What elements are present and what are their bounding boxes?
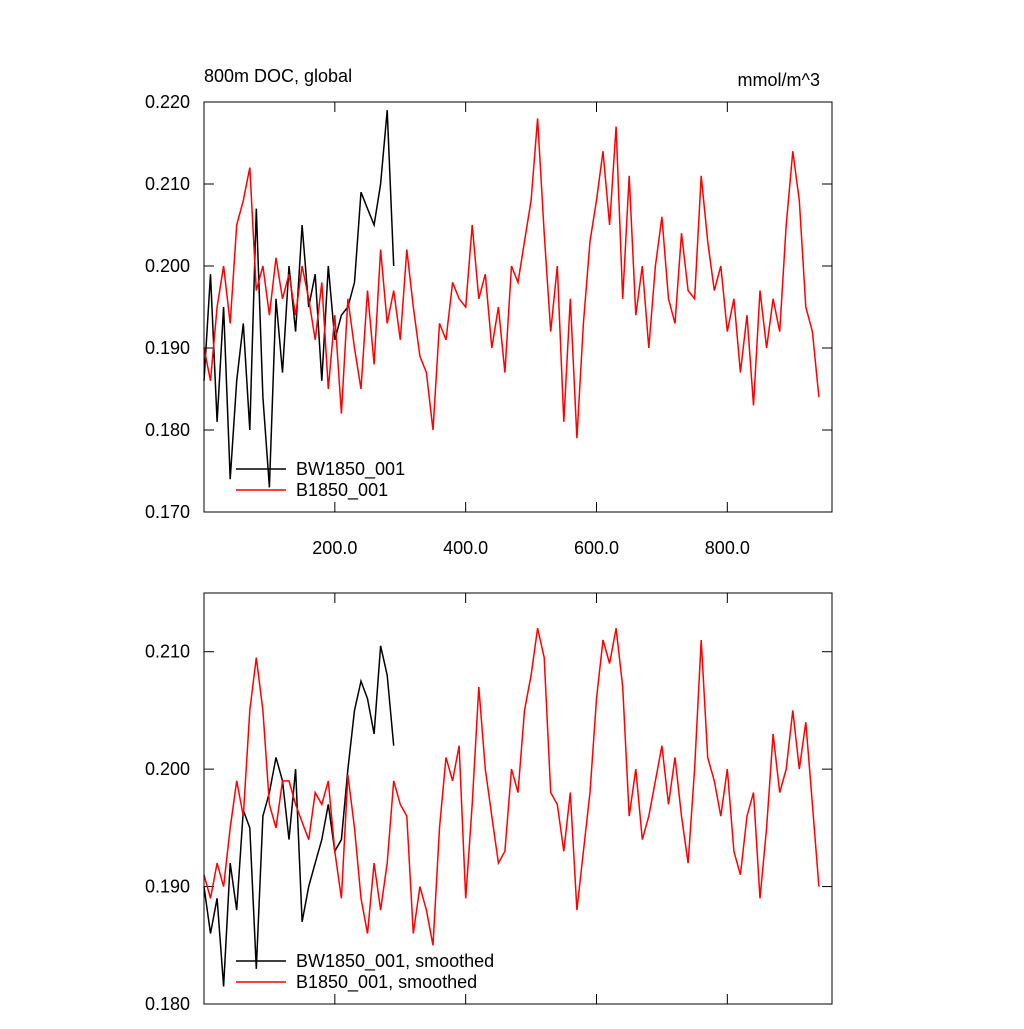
y-tick-label: 0.170 — [145, 502, 190, 522]
x-tick-label: 200.0 — [312, 538, 357, 558]
y-tick-label: 0.210 — [145, 174, 190, 194]
y-tick-label: 0.190 — [145, 338, 190, 358]
y-tick-label: 0.210 — [145, 642, 190, 662]
data-line — [203, 645, 395, 987]
data-line — [203, 110, 395, 488]
y-tick-label: 0.190 — [145, 877, 190, 897]
y-tick-label: 0.220 — [145, 92, 190, 112]
x-tick-label: 600.0 — [574, 538, 619, 558]
y-tick-label: 0.200 — [145, 759, 190, 779]
chart-title: 800m DOC, global — [204, 66, 352, 86]
data-line — [203, 118, 820, 439]
x-tick-label: 400.0 — [443, 538, 488, 558]
y-tick-label: 0.180 — [145, 994, 190, 1014]
plot-frame — [203, 101, 833, 513]
plot-frame — [203, 592, 833, 1005]
y-tick-label: 0.200 — [145, 256, 190, 276]
legend-label: BW1850_001 — [296, 459, 405, 480]
legend-label: BW1850_001, smoothed — [296, 951, 494, 972]
units-label: mmol/m^3 — [738, 70, 820, 90]
y-tick-label: 0.180 — [145, 420, 190, 440]
legend-label: B1850_001, smoothed — [296, 972, 477, 993]
x-tick-label: 800.0 — [705, 538, 750, 558]
data-line — [203, 628, 820, 946]
legend-label: B1850_001 — [296, 480, 388, 501]
